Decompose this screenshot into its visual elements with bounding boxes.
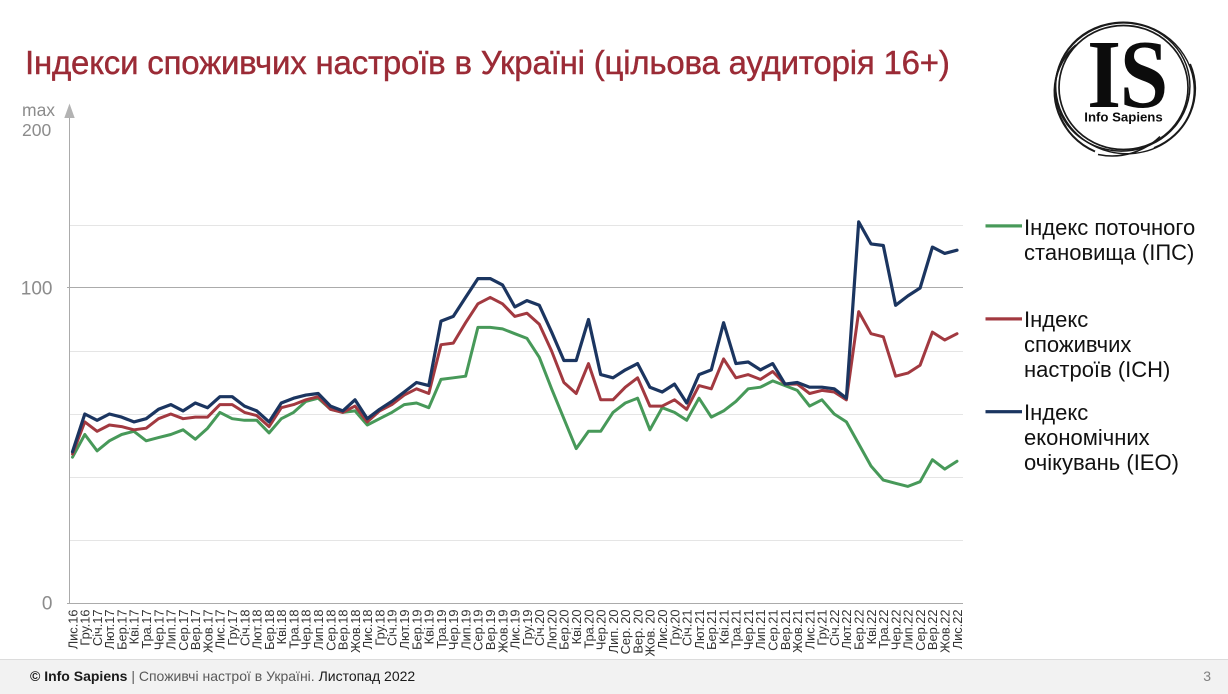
svg-text:Чер.18: Чер.18 [299, 610, 314, 651]
svg-text:Гру.18: Гру.18 [372, 610, 387, 646]
svg-text:Бер.18: Бер.18 [262, 610, 277, 650]
svg-text:Лют.20: Лют.20 [544, 610, 559, 650]
svg-text:Січ.20: Січ.20 [532, 610, 547, 647]
svg-text:Бер.17: Бер.17 [114, 610, 129, 650]
svg-text:Бер.21: Бер.21 [704, 610, 719, 650]
svg-text:Січ.21: Січ.21 [680, 610, 695, 647]
svg-text:Чер.20: Чер.20 [594, 610, 609, 651]
svg-text:Лип.22: Лип.22 [901, 610, 916, 650]
svg-text:Лип.21: Лип.21 [753, 610, 768, 650]
svg-text:100: 100 [21, 279, 53, 300]
svg-text:Info Sapiens: Info Sapiens [1084, 110, 1162, 125]
svg-text:Гру.21: Гру.21 [815, 610, 830, 646]
svg-text:Тра.20: Тра.20 [581, 610, 596, 649]
svg-text:Тра.17: Тра.17 [139, 610, 154, 649]
svg-text:Бер.22: Бер.22 [852, 610, 867, 650]
svg-text:Чер.17: Чер.17 [151, 610, 166, 651]
svg-text:Тра.22: Тра.22 [876, 610, 891, 649]
svg-text:Жов.18: Жов.18 [348, 610, 363, 653]
svg-text:Гру.20: Гру.20 [667, 610, 682, 646]
svg-text:Вер.22: Вер.22 [925, 610, 940, 651]
svg-text:Чер.21: Чер.21 [741, 610, 756, 651]
svg-text:Вер. 20: Вер. 20 [630, 610, 645, 654]
svg-text:Лис.16: Лис.16 [65, 610, 80, 650]
svg-text:Лют.19: Лют.19 [397, 610, 412, 650]
svg-text:Жов.21: Жов.21 [790, 610, 805, 653]
svg-text:Бер.20: Бер.20 [557, 610, 572, 650]
svg-text:Кві.18: Кві.18 [274, 610, 289, 645]
svg-text:Січ.17: Січ.17 [90, 610, 105, 647]
svg-text:IS: IS [1087, 20, 1167, 129]
svg-text:Вер.21: Вер.21 [778, 610, 793, 651]
svg-text:Сер.18: Сер.18 [323, 610, 338, 651]
svg-text:Лют.22: Лют.22 [839, 610, 854, 650]
svg-text:Вер.18: Вер.18 [336, 610, 351, 651]
svg-text:Бер.19: Бер.19 [409, 610, 424, 650]
svg-text:Лют.21: Лют.21 [692, 610, 707, 650]
svg-text:Сер.17: Сер.17 [176, 610, 191, 651]
svg-text:Гру.19: Гру.19 [520, 610, 535, 646]
svg-text:Тра.21: Тра.21 [729, 610, 744, 649]
svg-text:Вер.19: Вер.19 [483, 610, 498, 651]
svg-text:Сер. 20: Сер. 20 [618, 610, 633, 655]
svg-text:Жов.17: Жов.17 [200, 610, 215, 653]
svg-text:Лют.17: Лют.17 [102, 610, 117, 650]
svg-text:Лис.19: Лис.19 [508, 610, 523, 650]
svg-text:max: max [22, 100, 55, 120]
svg-text:Жов. 20: Жов. 20 [643, 610, 658, 657]
svg-text:Кві.17: Кві.17 [127, 610, 142, 645]
svg-text:Лип.17: Лип.17 [164, 610, 179, 650]
svg-text:Тра.19: Тра.19 [434, 610, 449, 649]
svg-text:Кві.20: Кві.20 [569, 610, 584, 645]
svg-text:Лип.18: Лип.18 [311, 610, 326, 650]
svg-text:Лип. 20: Лип. 20 [606, 610, 621, 654]
svg-text:Сер.22: Сер.22 [913, 610, 928, 651]
svg-text:Кві.19: Кві.19 [422, 610, 437, 645]
svg-text:Жов.19: Жов.19 [495, 610, 510, 653]
svg-text:Гру.17: Гру.17 [225, 610, 240, 646]
svg-text:Лип.19: Лип.19 [458, 610, 473, 650]
svg-text:0: 0 [42, 594, 53, 615]
svg-text:200: 200 [22, 120, 51, 140]
svg-text:Гру.16: Гру.16 [78, 610, 93, 646]
svg-text:Лис.17: Лис.17 [213, 610, 228, 650]
svg-text:Січ.19: Січ.19 [385, 610, 400, 647]
svg-text:Вер.17: Вер.17 [188, 610, 203, 651]
svg-text:Кві.21: Кві.21 [716, 610, 731, 645]
svg-text:Чер.19: Чер.19 [446, 610, 461, 651]
svg-text:Жов.22: Жов.22 [938, 610, 953, 653]
svg-text:Сер.19: Сер.19 [471, 610, 486, 651]
svg-text:Лис.22: Лис.22 [950, 610, 965, 650]
svg-text:Лис.21: Лис.21 [802, 610, 817, 650]
svg-text:Лют.18: Лют.18 [250, 610, 265, 650]
svg-text:Лис.20: Лис.20 [655, 610, 670, 650]
svg-text:Тра.18: Тра.18 [286, 610, 301, 649]
svg-text:Чер.22: Чер.22 [888, 610, 903, 651]
svg-text:Січ.18: Січ.18 [237, 610, 252, 647]
svg-text:Кві.22: Кві.22 [864, 610, 879, 645]
svg-text:Лис.18: Лис.18 [360, 610, 375, 650]
svg-text:Січ.22: Січ.22 [827, 610, 842, 647]
svg-text:Сер.21: Сер.21 [766, 610, 781, 651]
